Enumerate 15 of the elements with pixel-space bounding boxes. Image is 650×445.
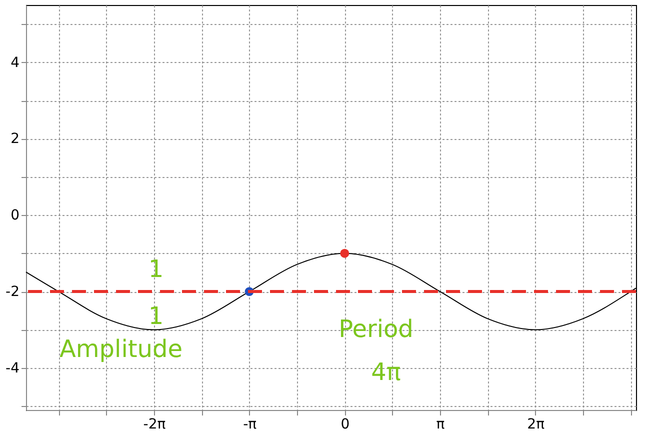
y-tick-label: 0 (10, 208, 20, 224)
annotation: 1 (148, 255, 164, 283)
x-tick-label: 2π (527, 416, 546, 432)
y-tick-label: 2 (10, 131, 20, 148)
annotation: 4π (371, 358, 401, 386)
x-tick-label: π (436, 416, 446, 432)
annotation: Amplitude (60, 335, 182, 363)
y-tick-label: 4 (10, 54, 20, 71)
x-tick-label: -2π (143, 416, 166, 432)
y-tick-label: -4 (6, 360, 20, 376)
x-tick-label: 0 (340, 416, 350, 432)
y-tick-label: -2 (6, 284, 20, 300)
annotation: Period (338, 315, 414, 343)
annotation: 1 (148, 302, 164, 330)
x-tick-label: -π (243, 416, 258, 432)
